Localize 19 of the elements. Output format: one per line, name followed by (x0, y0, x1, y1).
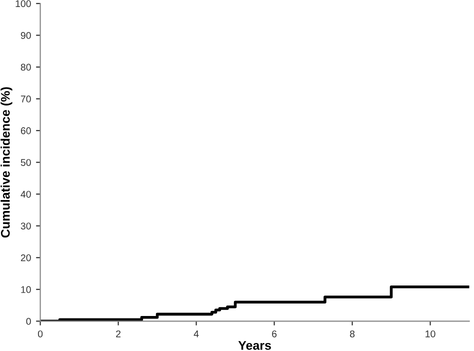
y-tick-label: 0 (26, 318, 31, 325)
y-axis-title: Cumulative incidence (%) (0, 87, 12, 238)
y-tick-label: 80 (20, 64, 31, 71)
y-tick-label: 40 (20, 190, 31, 198)
x-tick-label: 0 (38, 330, 43, 338)
y-tick-label: 100 (16, 0, 31, 8)
y-tick-label: 20 (20, 254, 31, 262)
x-axis-title: Years (238, 341, 271, 350)
y-tick-label: 90 (20, 32, 31, 39)
x-tick-label: 6 (272, 330, 277, 338)
y-tick-label: 30 (20, 222, 31, 230)
y-tick-label: 60 (20, 127, 31, 134)
y-tick-label: 10 (21, 286, 31, 294)
x-tick-label: 8 (350, 330, 355, 338)
x-tick-label: 4 (194, 330, 199, 338)
x-tick-label: 10 (426, 330, 436, 338)
x-tick-label: 2 (116, 330, 120, 338)
y-tick-label: 50 (20, 159, 31, 166)
y-tick-label: 70 (20, 96, 31, 102)
